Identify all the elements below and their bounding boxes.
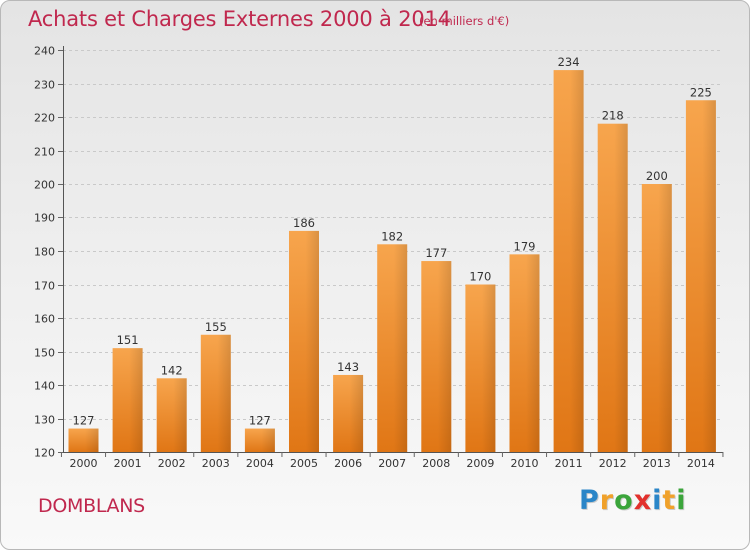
logo-letter: i [652, 485, 663, 516]
y-tick-label: 230 [34, 79, 55, 92]
y-tick-label: 180 [34, 246, 55, 259]
x-tick-label: 2008 [422, 457, 450, 470]
x-tick-label: 2014 [687, 457, 715, 470]
x-tick-label: 2003 [202, 457, 230, 470]
x-tick-label: 2005 [290, 457, 318, 470]
x-tick-label: 2001 [114, 457, 142, 470]
bar-shade [217, 334, 231, 452]
chart-unit: (en milliers d'€) [419, 14, 510, 28]
value-label: 170 [469, 270, 491, 284]
value-label: 127 [73, 414, 95, 428]
bar-shade [614, 123, 628, 452]
logo-letter: t [662, 485, 677, 516]
logo-letter: i [676, 485, 687, 516]
value-labels: 127 151 142 155 127 186 143 182 177 170 179 234 218 2… [73, 55, 712, 427]
bar-shade [129, 348, 143, 452]
y-tick-label: 200 [34, 179, 55, 192]
x-tick-label: 2004 [246, 457, 274, 470]
bars [68, 70, 716, 452]
value-label: 182 [381, 229, 403, 243]
value-label: 143 [337, 360, 359, 374]
value-label: 127 [249, 414, 271, 428]
x-tick-label: 2006 [334, 457, 362, 470]
value-label: 155 [205, 320, 227, 334]
bar-shade [305, 230, 319, 452]
chart-title: Achats et Charges Externes 2000 à 2014 [28, 7, 451, 31]
bar-shade [85, 428, 99, 452]
bar-shade [261, 428, 275, 452]
value-label: 151 [117, 333, 139, 347]
logo-letter: x [633, 485, 653, 516]
proxiti-logo[interactable]: Proxiti [579, 485, 687, 516]
y-tick-label: 170 [34, 280, 55, 293]
x-tick-label: 2009 [466, 457, 494, 470]
x-tick-label: 2002 [158, 457, 186, 470]
logo-letter: r [599, 485, 615, 516]
value-label: 179 [514, 239, 536, 253]
value-label: 177 [425, 246, 447, 260]
y-tick-label: 240 [34, 45, 55, 58]
value-label: 142 [161, 363, 183, 377]
x-tick-label: 2013 [643, 457, 671, 470]
logo-letter: P [579, 485, 600, 516]
value-label: 186 [293, 216, 315, 230]
x-tick-label: 2007 [378, 457, 406, 470]
y-tick-label: 210 [34, 146, 55, 159]
x-tick-label: 2011 [555, 457, 583, 470]
x-tick-label: 2012 [599, 457, 627, 470]
y-tick-label: 140 [34, 380, 55, 393]
bar-shade [349, 374, 364, 452]
bar-shade [481, 284, 496, 452]
y-tick-labels: 120 130 140 150 160 170 180 190 200 210 220 230 240 [34, 45, 55, 460]
x-tick-labels: 2000 2001 2002 2003 2004 2005 2006 2007 2008 2009… [70, 457, 715, 470]
bar-shade [526, 254, 540, 452]
y-tick-label: 160 [34, 313, 55, 326]
x-tick-label: 2010 [511, 457, 539, 470]
y-tick-label: 150 [34, 347, 55, 360]
y-tick-label: 220 [34, 112, 55, 125]
logo-letter: o [614, 485, 634, 516]
bar-shade [570, 70, 584, 452]
bar-shade [702, 100, 716, 452]
value-label: 200 [646, 169, 668, 183]
value-label: 218 [602, 109, 624, 123]
commune-name: DOMBLANS [38, 495, 145, 517]
bar-shade [437, 261, 452, 452]
y-tick-label: 130 [34, 414, 55, 427]
y-tick-label: 190 [34, 212, 55, 225]
bar-shade [173, 378, 187, 452]
bar-shade [393, 244, 408, 452]
value-label: 234 [558, 55, 580, 69]
x-tick-label: 2000 [70, 457, 98, 470]
bar-shade [658, 184, 672, 452]
y-tick-label: 120 [34, 447, 55, 460]
axes [58, 46, 724, 457]
value-label: 225 [690, 85, 712, 99]
